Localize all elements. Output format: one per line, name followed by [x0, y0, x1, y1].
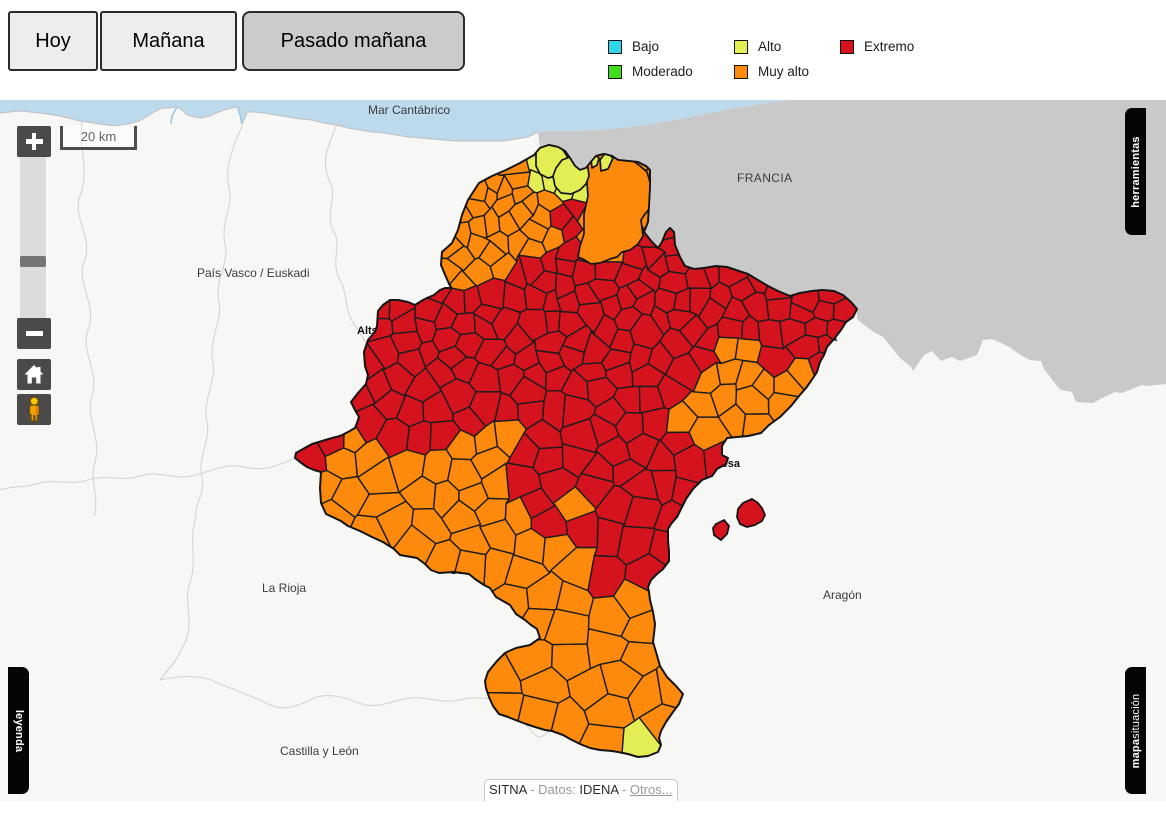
svg-text:Aragón: Aragón	[823, 588, 862, 602]
svg-text:FRANCIA: FRANCIA	[737, 171, 792, 185]
svg-text:Castilla y León: Castilla y León	[280, 744, 359, 758]
svg-text:País Vasco / Euskadi: País Vasco / Euskadi	[197, 266, 310, 280]
svg-text:Mar Cantábrico: Mar Cantábrico	[368, 103, 450, 117]
svg-text:La Rioja: La Rioja	[262, 581, 306, 595]
